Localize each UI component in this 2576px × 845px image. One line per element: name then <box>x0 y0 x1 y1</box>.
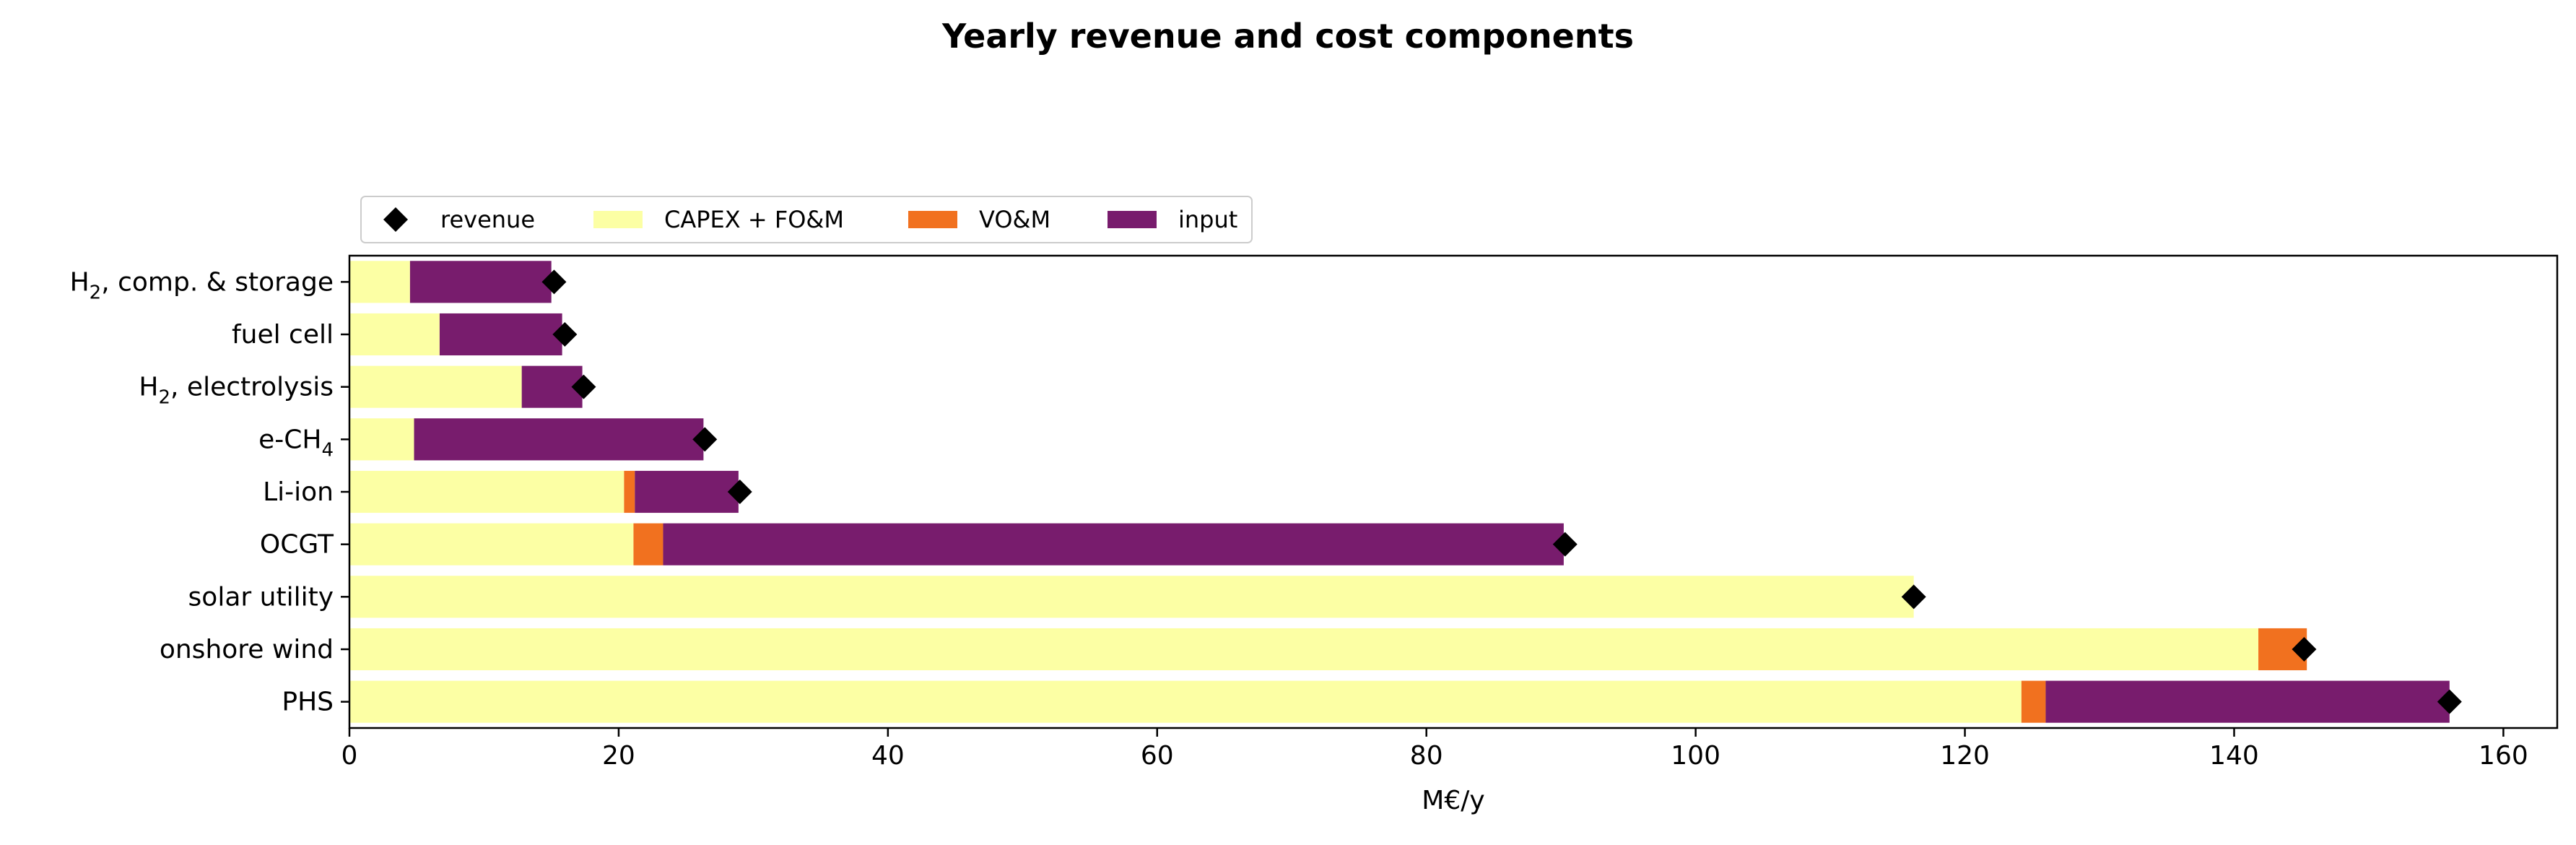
bar-segment-capex-1 <box>349 313 440 356</box>
revenue-marker-7 <box>2292 637 2317 662</box>
revenue-markers-layer <box>541 269 2462 714</box>
chart-title: Yearly revenue and cost components <box>941 17 1634 56</box>
bar-segment-capex-6 <box>349 576 1914 618</box>
category-label-0: H2, comp. & storage <box>70 267 334 304</box>
revenue-marker-1 <box>552 322 578 347</box>
bar-segment-vom-8 <box>2021 680 2046 723</box>
legend-box <box>360 196 1253 243</box>
category-label-8: PHS <box>282 687 334 716</box>
x-tick-label-2: 40 <box>871 741 905 771</box>
legend-label-0: revenue <box>440 206 535 233</box>
bar-segment-capex-4 <box>349 470 625 514</box>
bar-segment-input-8 <box>2045 680 2450 723</box>
x-tick-label-7: 140 <box>2209 741 2259 771</box>
category-label-5: OCGT <box>260 529 334 559</box>
legend-label-2: VO&M <box>979 206 1050 233</box>
bar-segment-input-1 <box>439 313 562 356</box>
revenue-marker-4 <box>727 480 752 504</box>
x-axis-label: M€/y <box>1422 786 1484 815</box>
revenue-marker-6 <box>1901 584 1926 610</box>
x-tick-label-3: 60 <box>1141 741 1174 771</box>
y-axis: H2, comp. & storage fuel cell H2, electrol… <box>70 267 349 716</box>
revenue-marker-5 <box>1552 532 1578 557</box>
bar-segment-capex-3 <box>349 418 414 461</box>
legend-swatch-1 <box>593 211 643 228</box>
bar-segment-input-3 <box>414 418 704 461</box>
category-label-2: H2, electrolysis <box>139 372 334 409</box>
legend: revenue CAPEX + FO&M VO&M input <box>360 196 1253 243</box>
revenue-marker-3 <box>692 427 718 452</box>
bar-segment-vom-4 <box>624 470 635 514</box>
category-label-6: solar utility <box>188 582 334 612</box>
bar-segment-capex-8 <box>349 680 2022 723</box>
x-tick-label-6: 120 <box>1940 741 1990 771</box>
category-label-4: Li-ion <box>263 477 334 507</box>
x-tick-label-5: 100 <box>1671 741 1720 771</box>
legend-swatch-revenue <box>383 207 408 232</box>
bar-segment-capex-5 <box>349 523 634 566</box>
category-label-3: e-CH4 <box>258 425 334 462</box>
bar-segment-capex-7 <box>349 628 2259 671</box>
legend-swatch-2 <box>908 211 957 228</box>
legend-swatch-3 <box>1108 211 1157 228</box>
bar-segment-capex-0 <box>349 261 410 303</box>
category-label-7: onshore wind <box>160 635 334 664</box>
legend-label-1: CAPEX + FO&M <box>664 206 844 233</box>
bar-segment-input-0 <box>409 261 552 303</box>
x-tick-label-0: 0 <box>341 741 358 771</box>
x-tick-label-4: 80 <box>1410 741 1443 771</box>
x-tick-label-8: 160 <box>2479 741 2528 771</box>
legend-label-3: input <box>1178 206 1237 233</box>
revenue-marker-8 <box>2437 689 2462 714</box>
bar-segment-input-5 <box>663 523 1564 566</box>
revenue-marker-2 <box>571 374 596 399</box>
category-label-1: fuel cell <box>232 320 334 350</box>
x-axis: 0 20 40 60 80 100 120 140 160 <box>341 728 2528 771</box>
bars-layer <box>349 261 2450 723</box>
bar-segment-vom-5 <box>633 523 663 566</box>
bar-segment-capex-2 <box>349 365 522 408</box>
bar-segment-input-4 <box>635 470 739 514</box>
x-tick-label-1: 20 <box>602 741 635 771</box>
revenue-marker-0 <box>541 269 567 295</box>
